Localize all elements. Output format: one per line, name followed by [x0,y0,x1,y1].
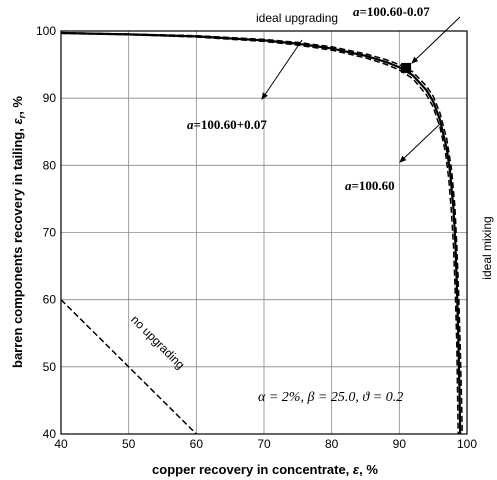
params-label: α = 2%, β = 25.0, ϑ = 0.2 [258,390,403,405]
y-tick-label: 40 [43,427,57,441]
series-lines [60,31,464,435]
arrow-a-plus [399,123,441,163]
y-tick-label: 100 [36,24,56,38]
arrow-a-minus [411,16,461,64]
label-a-base: a=100.60 [345,178,395,193]
label-ideal-mixing: ideal mixing [480,216,494,279]
x-tick-label: 40 [54,437,68,451]
y-axis-label-symbol: ε [10,118,25,125]
marker-square [401,62,412,73]
y-axis-label-subscript: r [17,114,27,118]
series-line-2 [60,32,459,435]
x-tick-label: 60 [190,437,204,451]
y-tick-label: 70 [43,226,57,240]
label-a-base-value: =100.60 [352,178,395,193]
plot-frame [60,30,468,435]
x-tick-label: 70 [257,437,271,451]
y-tick-label: 60 [43,293,57,307]
label-a-minus: a=100.60-0.07 [353,4,430,19]
label-a-plus-sym: a [187,117,194,132]
y-tick-label: 50 [43,360,57,374]
x-tick-label: 90 [393,437,407,451]
label-a-base-sym: a [345,178,352,193]
label-a-minus-value: =100.60-0.07 [360,4,431,19]
label-no-upgrading: no upgrading [128,312,187,371]
x-axis-label-symbol: ε [353,462,360,477]
x-tick-label: 100 [457,437,477,451]
x-axis-label: copper recovery in concentrate, ε, % [152,462,378,477]
x-tick-label: 80 [325,437,339,451]
x-tick-label: 50 [122,437,136,451]
y-tick-label: 90 [43,91,57,105]
y-axis-label-text: barren components recovery in tailing, [10,125,25,368]
label-a-plus-value: =100.60+0.07 [194,117,268,132]
x-axis-label-text: copper recovery in concentrate, [152,462,353,477]
series-line-1 [60,31,464,435]
label-ideal-upgrading: ideal upgrading [256,11,338,25]
tick-labels: 40 50 60 70 80 90 100 40 50 60 70 80 90 100 [36,24,477,451]
arrow-ideal-upgrading [261,39,303,100]
grid [61,31,467,434]
label-a-minus-sym: a [353,4,360,19]
y-axis-label-unit: , % [10,96,25,115]
series-line-3 [60,299,197,435]
y-tick-label: 80 [43,158,57,172]
y-axis-label: barren components recovery in tailing, ε… [10,96,27,368]
label-a-plus: a=100.60+0.07 [187,117,267,132]
series-line-0 [60,31,462,435]
x-axis-label-unit: , % [359,462,378,477]
